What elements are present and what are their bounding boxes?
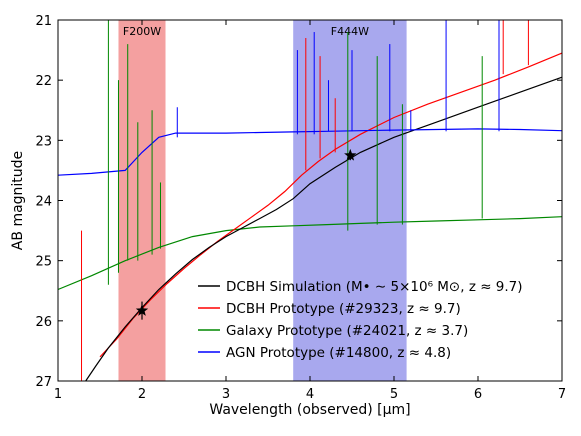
y-tick-label: 23 [35, 134, 52, 149]
star-marker [344, 148, 357, 161]
y-tick-labels: 21 22 23 24 25 26 27 [35, 14, 52, 390]
x-tick-label: 3 [222, 387, 230, 402]
y-tick-label: 26 [35, 315, 52, 330]
x-tick-label: 2 [138, 387, 146, 402]
series-line [57, 216, 563, 291]
series-line [99, 52, 563, 358]
band-f444w [293, 20, 407, 381]
legend-label: DCBH Prototype (#29323, z ≈ 9.7) [226, 301, 461, 317]
legend: DCBH Simulation (M• ∼ 5×10⁶ M⊙, z ≈ 9.7)… [198, 279, 523, 361]
x-tick-label: 7 [558, 387, 566, 402]
filter-bands [118, 20, 407, 381]
legend-entry: AGN Prototype (#14800, z ≈ 4.8) [198, 345, 451, 361]
y-tick-label: 22 [35, 74, 52, 89]
star-marker [135, 304, 149, 316]
legend-label: Galaxy Prototype (#24021, z ≈ 3.7) [226, 323, 468, 339]
band-label-f200w: F200W [123, 25, 161, 38]
x-tick-label: 4 [306, 387, 314, 402]
emission-lines [81, 20, 529, 381]
legend-entry: DCBH Prototype (#29323, z ≈ 9.7) [198, 301, 461, 317]
y-tick-label: 25 [35, 255, 52, 270]
y-tick-label: 24 [35, 195, 52, 210]
y-tick-label: 27 [35, 375, 52, 390]
band-labels: F200W F444W [123, 25, 369, 38]
data-markers [135, 148, 357, 320]
axis-ticks [57, 19, 563, 382]
band-f200w [118, 20, 166, 381]
x-axis-label: Wavelength (observed) [μm] [209, 402, 410, 418]
x-tick-label: 1 [54, 387, 62, 402]
legend-label: AGN Prototype (#14800, z ≈ 4.8) [226, 345, 451, 361]
y-tick-label: 21 [35, 14, 52, 29]
x-tick-labels: 1 2 3 4 5 6 7 [54, 387, 566, 402]
band-label-f444w: F444W [331, 25, 369, 38]
x-tick-label: 5 [390, 387, 398, 402]
legend-entry: DCBH Simulation (M• ∼ 5×10⁶ M⊙, z ≈ 9.7) [198, 279, 523, 295]
y-axis-label: AB magnitude [10, 151, 26, 250]
series-lines [57, 52, 563, 382]
legend-entry: Galaxy Prototype (#24021, z ≈ 3.7) [198, 323, 468, 339]
legend-label: DCBH Simulation (M• ∼ 5×10⁶ M⊙, z ≈ 9.7) [226, 279, 523, 295]
x-tick-label: 6 [474, 387, 482, 402]
series-line [57, 128, 563, 176]
